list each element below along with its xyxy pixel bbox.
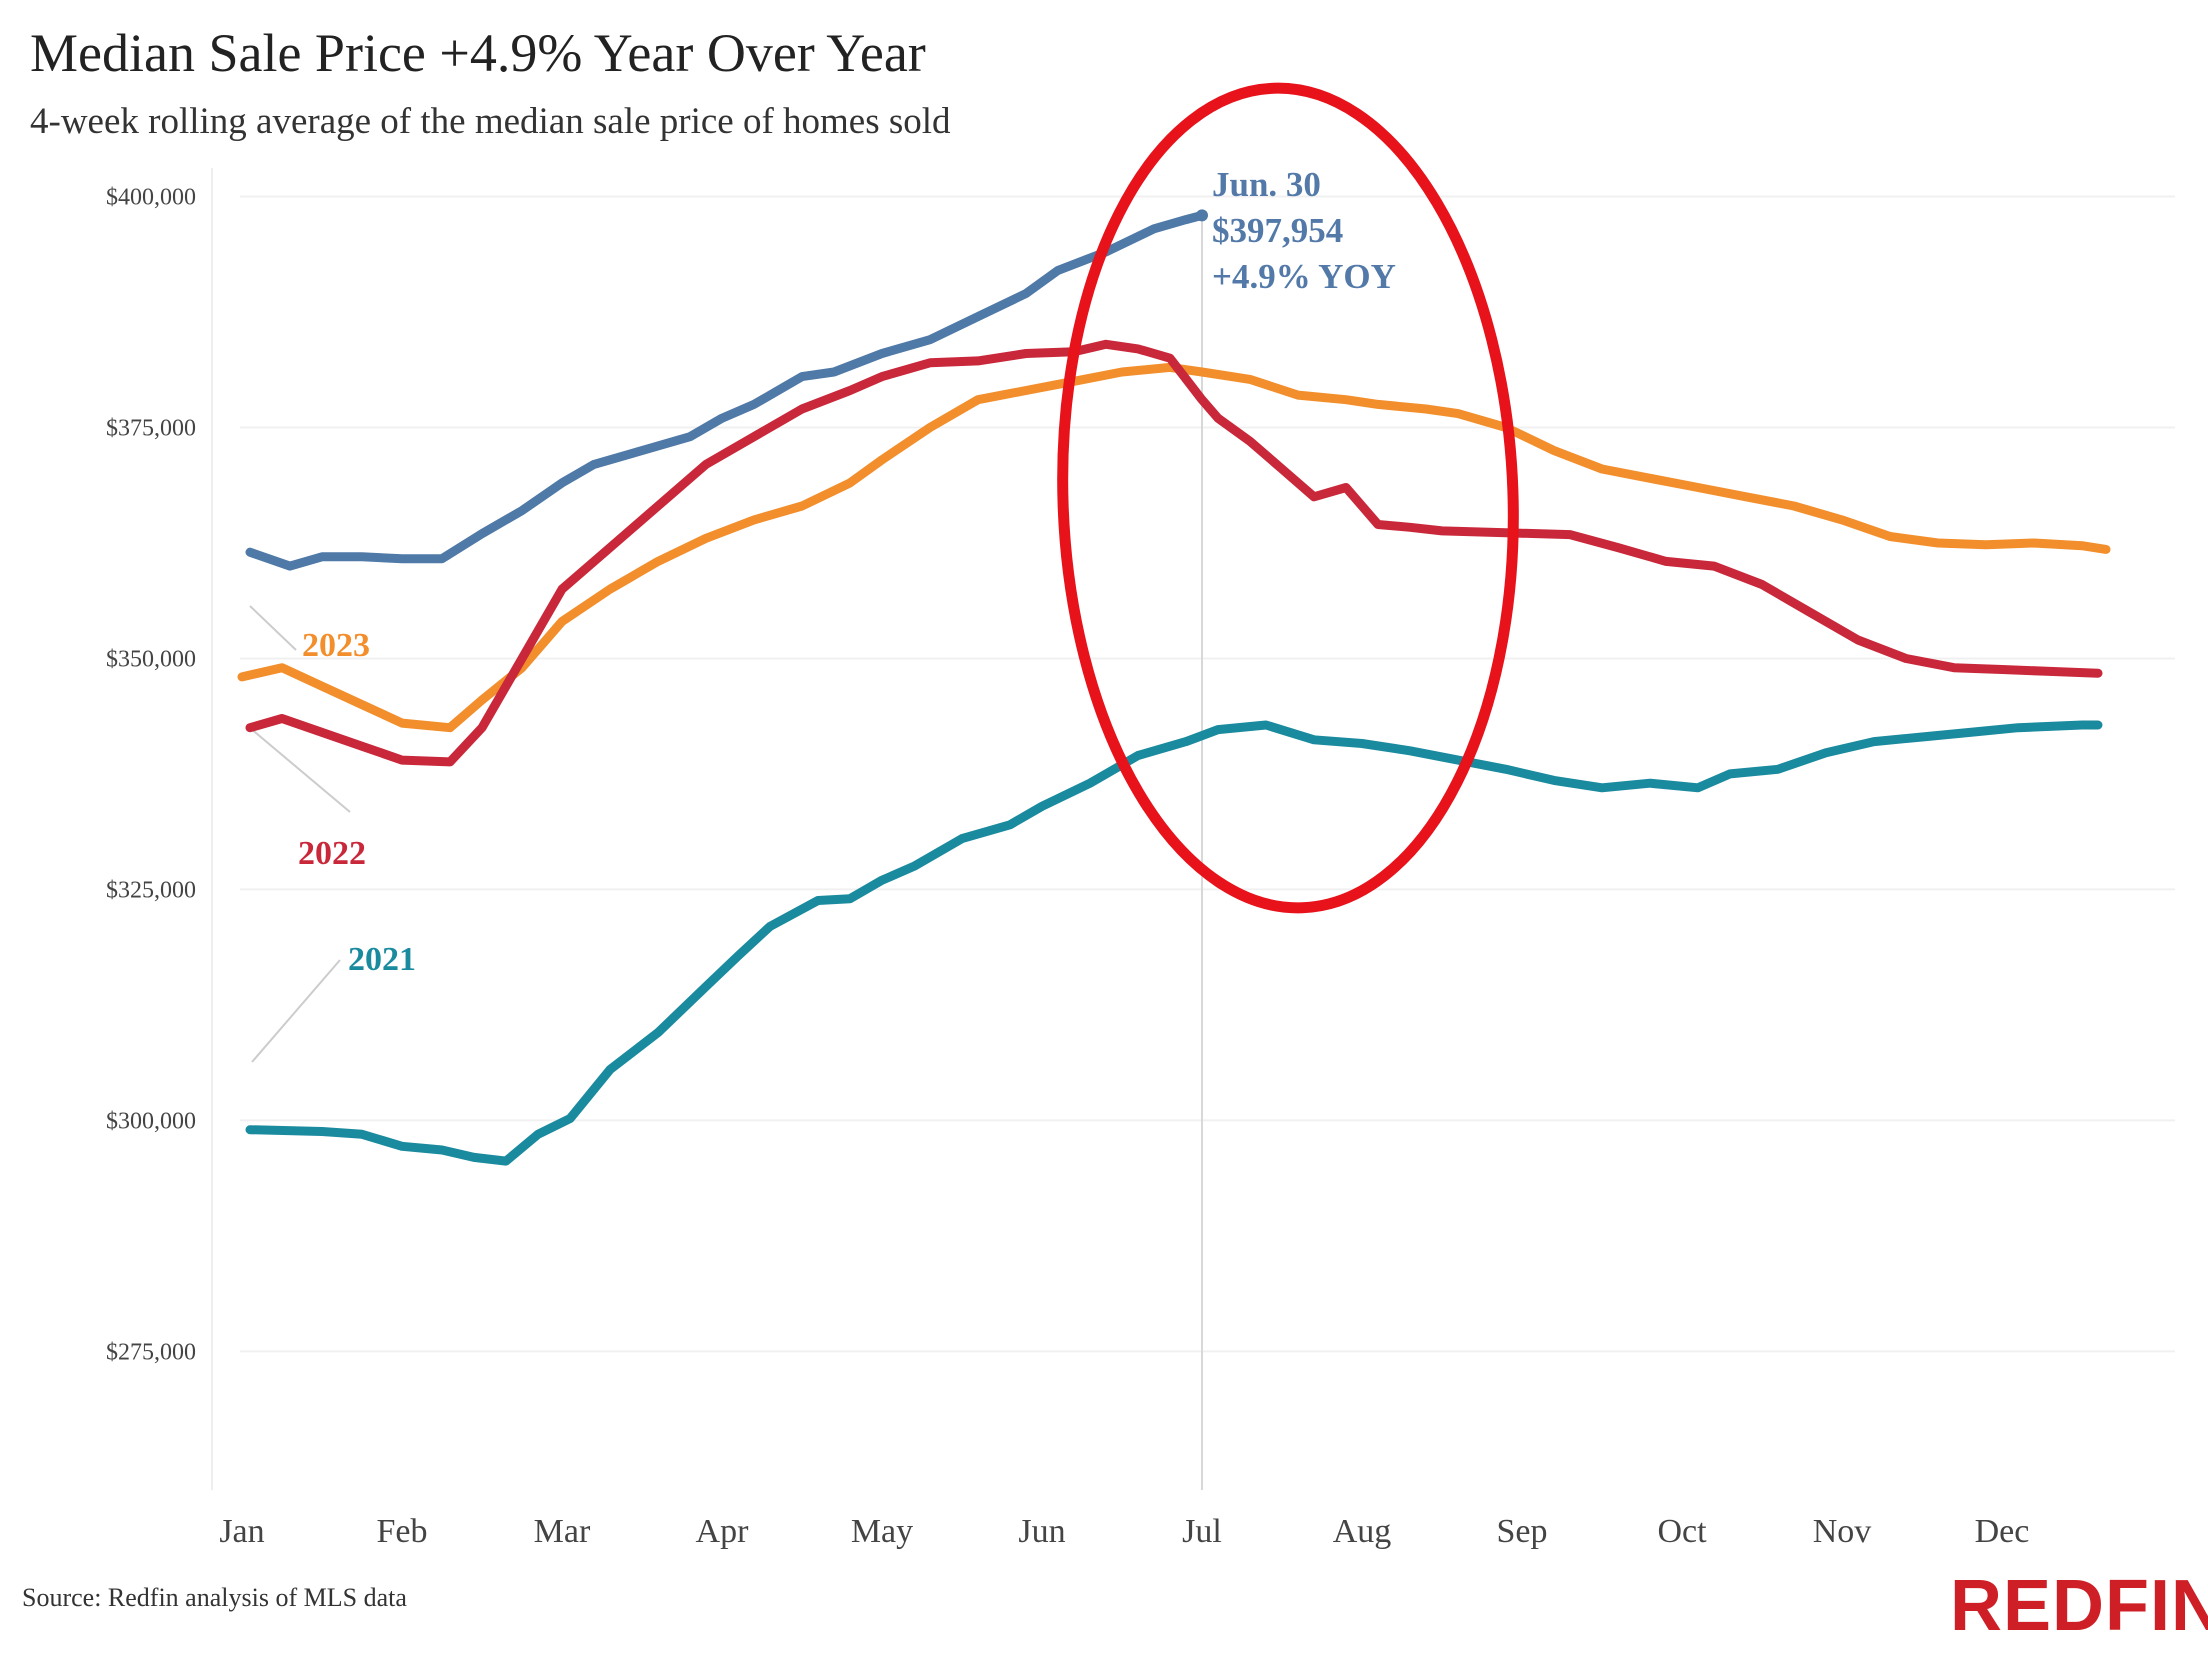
- x-tick-label: Feb: [377, 1513, 428, 1550]
- series-line-2021: [245, 720, 2103, 1166]
- y-tick-label: $325,000: [106, 877, 196, 903]
- label-leader-2023: [249, 605, 297, 651]
- annotation-date: Jun. 30: [1212, 165, 1321, 204]
- redfin-logo: REDFIN: [1950, 1566, 2208, 1646]
- y-axis-ticks: $400,000 $375,000 $350,000 $325,000 $300,000…: [106, 184, 196, 1365]
- chart-title: Median Sale Price +4.9% Year Over Year: [30, 23, 926, 83]
- x-tick-label: Jun: [1018, 1513, 1065, 1550]
- latest-point: [1196, 209, 1208, 222]
- series-line-2022: [245, 339, 2103, 767]
- y-tick-label: $375,000: [106, 415, 196, 441]
- x-tick-label: Dec: [1975, 1513, 2030, 1550]
- series-label-leaders: [249, 605, 351, 1063]
- series-label-2022: 2022: [298, 835, 366, 872]
- label-leader-2022: [249, 727, 351, 813]
- series-labels: 2023 2022 2021: [298, 627, 416, 978]
- y-tick-label: $275,000: [106, 1339, 196, 1365]
- annotation-price: $397,954: [1212, 211, 1343, 250]
- annotation-yoy: +4.9% YOY: [1212, 257, 1396, 296]
- y-tick-label: $350,000: [106, 646, 196, 672]
- x-tick-label: Mar: [534, 1513, 591, 1550]
- x-tick-label: Jan: [219, 1513, 264, 1550]
- x-tick-label: May: [851, 1513, 913, 1550]
- x-tick-label: Sep: [1497, 1513, 1548, 1550]
- series-label-2021: 2021: [348, 941, 416, 978]
- series-line-2023: [237, 362, 2111, 733]
- x-tick-label: Apr: [696, 1513, 750, 1550]
- series-line-2024: [245, 210, 1207, 571]
- x-tick-label: Aug: [1333, 1513, 1392, 1550]
- x-tick-label: Jul: [1182, 1513, 1222, 1550]
- y-tick-label: $300,000: [106, 1108, 196, 1134]
- source-note: Source: Redfin analysis of MLS data: [22, 1583, 407, 1612]
- x-tick-label: Oct: [1657, 1513, 1707, 1550]
- label-leader-2021: [251, 959, 341, 1063]
- x-axis-ticks: Jan Feb Mar Apr May Jun Jul Aug Sep Oct Nov Dec: [219, 1513, 2029, 1550]
- highlight-ellipse: [1057, 82, 1519, 914]
- x-tick-label: Nov: [1813, 1513, 1872, 1550]
- chart-subtitle: 4-week rolling average of the median sal…: [30, 101, 951, 142]
- y-tick-label: $400,000: [106, 184, 196, 210]
- series-label-2023: 2023: [302, 627, 370, 664]
- series-lines: [237, 210, 2111, 1166]
